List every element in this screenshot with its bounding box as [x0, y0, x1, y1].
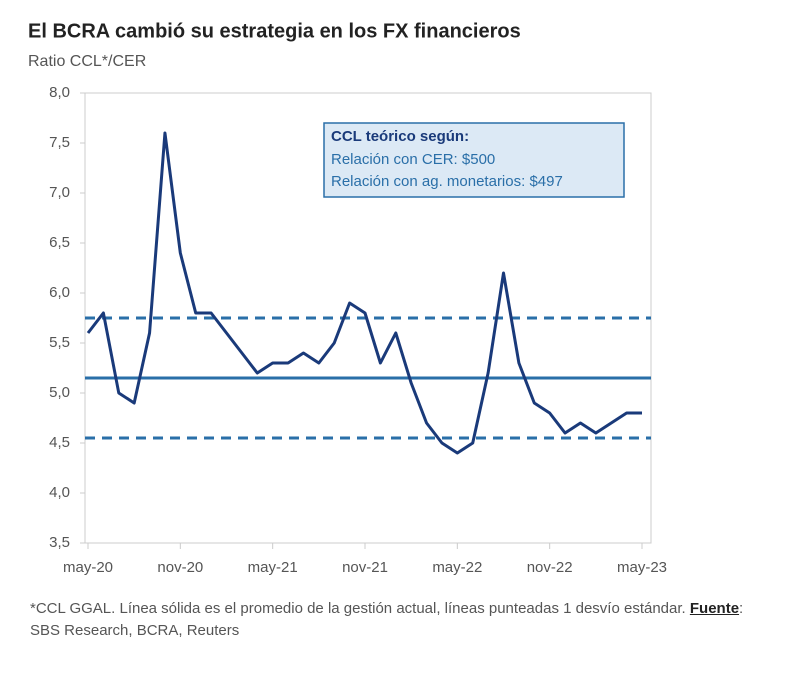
chart-subtitle: Ratio CCL*/CER	[28, 53, 146, 70]
y-tick-label: 8,0	[49, 84, 70, 101]
y-tick-label: 7,0	[49, 184, 70, 201]
y-tick-label: 3,5	[49, 534, 70, 551]
footnote-text: *CCL GGAL. Línea sólida es el promedio d…	[30, 600, 686, 617]
y-tick-label: 5,5	[49, 334, 70, 351]
x-tick-label: nov-22	[527, 559, 573, 576]
x-tick-label: nov-21	[342, 559, 388, 576]
x-tick-label: may-21	[248, 559, 298, 576]
annotation-box	[323, 122, 625, 198]
annotation-line: Relación con CER: $500	[331, 151, 495, 168]
y-tick-label: 6,0	[49, 284, 70, 301]
source-label: Fuente	[689, 600, 740, 617]
line-series	[86, 131, 642, 455]
y-tick-label: 4,0	[49, 484, 70, 501]
annotation-line: Relación con ag. monetarios: $497	[331, 173, 563, 190]
x-tick-label: may-22	[432, 559, 482, 576]
footnote: *CCL GGAL. Línea sólida es el promedio d…	[30, 598, 770, 642]
y-tick-label: 5,0	[49, 384, 70, 401]
source: : SBS Research, BCRA, Reuters	[30, 600, 744, 639]
annotation-title: CCL teórico según:	[331, 128, 469, 145]
y-tick-label: 4,5	[49, 434, 70, 451]
y-tick-label: 7,5	[49, 134, 70, 151]
x-tick-label: may-23	[617, 559, 667, 576]
y-tick-label: 6,5	[49, 234, 70, 251]
x-tick-label: may-20	[63, 559, 113, 576]
chart-title: El BCRA cambió su estrategia en los FX f…	[28, 20, 521, 42]
x-tick-label: nov-20	[157, 559, 203, 576]
